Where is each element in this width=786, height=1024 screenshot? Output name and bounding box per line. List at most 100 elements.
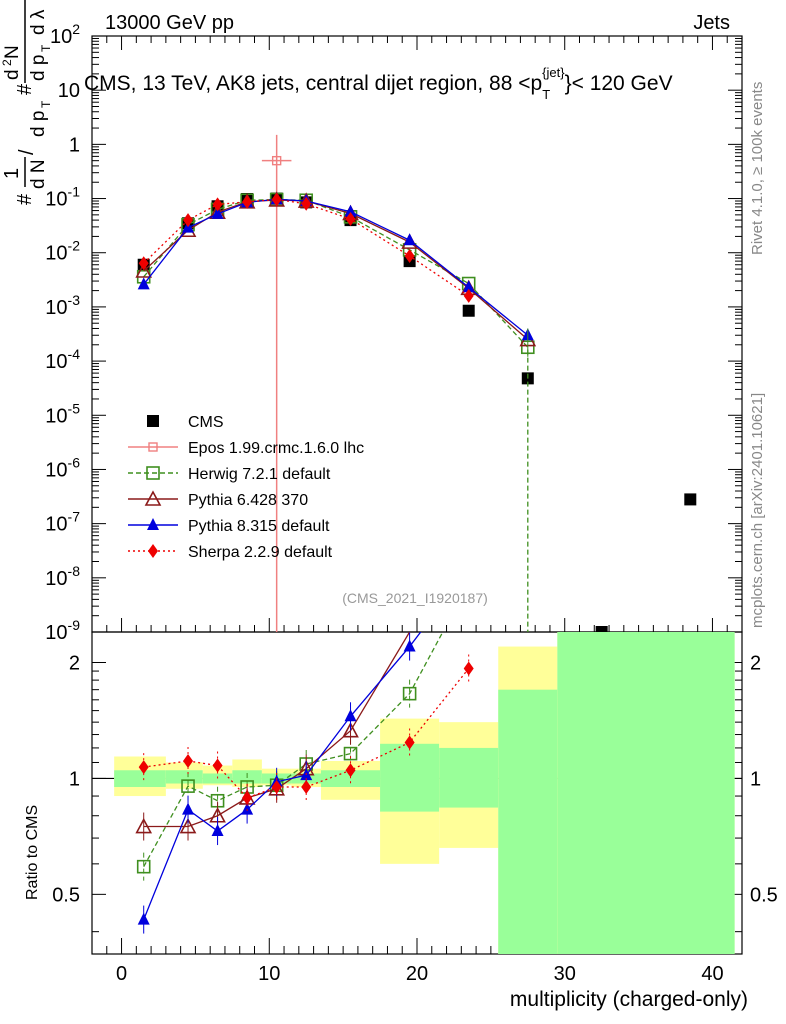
svg-text:T: T xyxy=(39,44,53,52)
svg-text:d λ: d λ xyxy=(28,9,49,35)
ratio-y-tick-label-right: 2 xyxy=(750,652,761,674)
ratio-y-tick-label-left: 2 xyxy=(69,652,80,674)
sherpa-point xyxy=(183,213,194,228)
main-y-tick-label: 10-9 xyxy=(45,617,80,644)
stat-uncertainty-band xyxy=(557,632,735,954)
ratio-point xyxy=(271,779,282,794)
legend-marker xyxy=(148,544,158,558)
ratio-point xyxy=(242,790,253,805)
legend-label: Sherpa 2.2.9 default xyxy=(188,544,333,561)
sherpa-point xyxy=(463,288,474,303)
svg-text:1: 1 xyxy=(1,168,23,179)
legend-marker xyxy=(147,518,159,530)
cms-point xyxy=(462,304,475,317)
ratio-point xyxy=(211,824,224,837)
main-y-tick-label: 10-8 xyxy=(45,563,80,590)
main-y-tick-label: 10-6 xyxy=(45,454,80,481)
ratio-y-tick-label-right: 0.5 xyxy=(750,884,778,906)
legend-marker xyxy=(146,466,160,480)
svg-text:#: # xyxy=(14,193,36,205)
x-axis-label: multiplicity (charged-only) xyxy=(510,988,748,1011)
mcplots-label: mcplots.cern.ch [arXiv:2401.10621] xyxy=(749,393,766,628)
ratio-y-tick-label-left: 1 xyxy=(69,768,80,790)
sherpa-point xyxy=(271,192,282,207)
ratio-line-sherpa xyxy=(143,668,470,799)
legend-label: Pythia 8.315 default xyxy=(188,518,330,535)
ratio-point xyxy=(342,722,359,738)
main-y-tick-label: 10-3 xyxy=(45,292,80,319)
legend-item: Pythia 6.428 370 xyxy=(128,490,308,509)
svg-text:T: T xyxy=(39,100,53,108)
ratio-point xyxy=(301,779,312,794)
pythia-point xyxy=(403,233,416,246)
ratio-point xyxy=(179,817,197,834)
stat-uncertainty-band xyxy=(498,689,558,954)
main-ylabel: # 1 d N / d p T # d 2 N d p T d λ xyxy=(0,0,53,205)
main-y-tick-label: 10-7 xyxy=(45,509,80,536)
header-left: 13000 GeV pp xyxy=(105,12,234,34)
ratio-point xyxy=(136,859,151,874)
ratio-point xyxy=(403,639,416,652)
svg-text:/: / xyxy=(16,149,38,155)
ratio-point xyxy=(138,760,149,775)
x-tick-label: 30 xyxy=(554,963,576,985)
x-tick-label: 10 xyxy=(258,963,280,985)
pythia-point xyxy=(211,206,224,219)
stat-uncertainty-band xyxy=(165,770,203,784)
main-y-tick-label: 102 xyxy=(50,21,80,48)
pythia-point xyxy=(137,277,150,290)
main-y-tick-label: 10-4 xyxy=(45,346,80,373)
main-frame xyxy=(91,35,743,633)
plot-title-text: CMS, 13 TeV, AK8 jets, central dijet reg… xyxy=(84,65,673,102)
ratio-lines xyxy=(135,632,474,934)
legend-item: Herwig 7.2.1 default xyxy=(128,466,331,483)
legend-marker xyxy=(144,490,162,506)
pythia-point xyxy=(462,280,475,293)
svg-text:d N: d N xyxy=(28,159,49,189)
ratio-y-tick-label-right: 1 xyxy=(750,768,761,790)
legend-item: Pythia 8.315 default xyxy=(128,518,330,535)
ratio-point xyxy=(183,753,194,768)
x-tick-label: 0 xyxy=(116,963,127,985)
ratio-point xyxy=(343,746,358,761)
ratio-point xyxy=(212,758,223,773)
main-y-tick-label: 10-2 xyxy=(45,238,80,265)
cms-point xyxy=(595,626,608,632)
stat-uncertainty-band xyxy=(114,770,166,787)
legend-marker xyxy=(148,442,158,452)
sherpa-point xyxy=(138,256,149,271)
main-lines xyxy=(135,134,697,632)
svg-text:d p: d p xyxy=(28,55,49,81)
ratio-point xyxy=(182,802,195,815)
cms-point xyxy=(684,493,697,506)
svg-text:2: 2 xyxy=(0,59,14,66)
header-right: Jets xyxy=(693,12,730,34)
ratio-point xyxy=(345,763,356,778)
legend-label: Herwig 7.2.1 default xyxy=(188,466,331,483)
svg-text:#: # xyxy=(14,83,36,95)
ratio-point xyxy=(402,686,417,701)
pythia-point xyxy=(135,262,153,278)
legend-label: CMS xyxy=(188,414,224,431)
legend-marker xyxy=(147,415,159,427)
sherpa-point xyxy=(301,196,312,211)
svg-text:N: N xyxy=(2,45,23,59)
ratio-point xyxy=(344,709,357,722)
x-tick-label: 40 xyxy=(701,963,723,985)
ratio-point xyxy=(135,817,153,834)
sherpa-point xyxy=(212,197,223,212)
ratio-point xyxy=(137,912,150,925)
rivet-label: Rivet 4.1.0, ≥ 100k events xyxy=(749,82,766,255)
main-line-pythia xyxy=(143,198,529,336)
main-y-tick-label: 10-1 xyxy=(45,184,80,211)
ratio-point xyxy=(181,779,195,793)
legend-item: Epos 1.99.crmc.1.6.0 lhc xyxy=(128,440,364,457)
pythia-point xyxy=(344,204,357,217)
sherpa-point xyxy=(345,211,356,226)
stat-uncertainty-band xyxy=(320,770,381,787)
main-y-tick-label: 10-5 xyxy=(45,400,80,427)
legend: CMS Epos 1.99.crmc.1.6.0 lhc Herwig 7.2.1 … xyxy=(128,414,364,561)
epos-point xyxy=(271,155,282,166)
sherpa-point xyxy=(404,249,415,264)
